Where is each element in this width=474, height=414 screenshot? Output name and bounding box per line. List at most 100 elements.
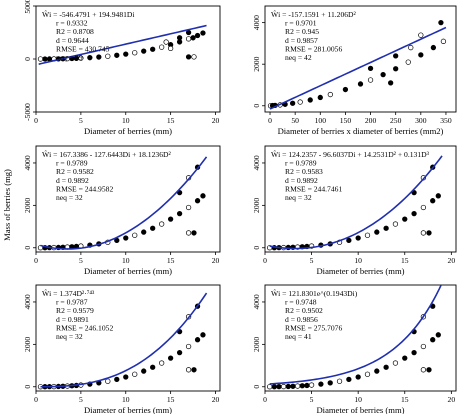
data-point (374, 368, 380, 374)
fit-equation: Ŵi = 1.374D²·⁷⁴³ (42, 288, 95, 298)
y-tick-label: 0 (252, 246, 261, 250)
fitted-curve (40, 292, 208, 388)
fit-equation: Ŵi = 124.2357 - 96.6037Di + 14.2531D² + … (271, 149, 430, 159)
plot-frame (264, 5, 457, 113)
data-point (141, 48, 147, 54)
data-point (440, 38, 447, 44)
x-axis-label: Diameter of berries (mm) (316, 405, 404, 414)
data-point (167, 355, 174, 361)
fit-statistic: neq = 99 (56, 53, 83, 62)
fit-statistic: RMSE = 430.745 (56, 44, 110, 53)
data-point (307, 97, 313, 103)
data-point (114, 52, 120, 58)
x-tick-label: 350 (440, 116, 452, 125)
data-point (383, 364, 389, 370)
chart-panel-3: 0 5 10 15 20 0 2000 4000 Diameter of berries (mm… (23, 145, 221, 276)
data-point (159, 360, 165, 366)
data-point (392, 221, 399, 227)
data-point (42, 56, 48, 62)
fitted-curve (40, 156, 208, 250)
data-point (426, 230, 432, 236)
y-tick-label: 4000 (252, 155, 261, 170)
y-tick-label: 4000 (252, 294, 261, 309)
x-axis-label: Diameter of berries x diameter of berrie… (278, 126, 444, 136)
data-point (346, 237, 352, 243)
fit-statistic: d = 0.9856 (285, 315, 318, 324)
x-tick-label: 5 (79, 256, 83, 265)
x-tick-label: 20 (448, 256, 456, 265)
x-tick-label: 20 (212, 256, 220, 265)
fitted-curve (38, 24, 207, 65)
data-point (367, 65, 374, 71)
fitted-curve (269, 26, 447, 110)
fit-statistic: RMSE = 244.9582 (56, 184, 113, 193)
fit-equation: Ŵi = 121.8301e^(0.1943Di) (271, 288, 358, 298)
fit-statistic: RMSE = 275.7076 (285, 323, 342, 332)
data-point (159, 221, 165, 227)
x-tick-label: 0 (263, 256, 267, 265)
chart-panel-4: 0 5 10 15 20 0 2000 4000 Diameter of berries (mm… (252, 145, 457, 276)
data-point (438, 19, 444, 26)
data-point (430, 337, 436, 343)
chart-panel-6: 0 5 10 15 20 0 2000 4000 Diameter of berries (mm… (252, 284, 457, 414)
data-point (420, 204, 427, 211)
data-point (271, 384, 277, 390)
fit-statistic: RMSE = 244.7461 (285, 184, 342, 193)
data-point (392, 360, 399, 366)
y-tick-label: 2000 (252, 56, 261, 71)
y-tick-label: 4000 (252, 15, 261, 30)
data-point (167, 45, 174, 52)
data-point (191, 367, 197, 373)
data-point (37, 56, 44, 62)
fit-statistic: d = 0.9857 (285, 36, 318, 45)
fit-equation: Ŵi = -546.4791 + 194.9481Di (42, 9, 135, 19)
data-point (430, 44, 437, 51)
data-point (163, 39, 169, 45)
data-point (141, 368, 147, 374)
data-point (190, 35, 196, 41)
x-tick-label: 20 (212, 395, 220, 404)
data-point (267, 384, 273, 390)
data-point (393, 53, 399, 59)
data-point (418, 32, 424, 38)
x-tick-label: 10 (122, 116, 130, 125)
data-point (176, 35, 183, 41)
x-tick-label: 15 (401, 256, 409, 265)
data-point (280, 383, 287, 390)
x-tick-label: 100 (315, 116, 327, 125)
fit-equation: Ŵi = -157.1591 + 11.206D² (271, 9, 357, 19)
data-point (367, 77, 374, 83)
data-point (327, 380, 333, 386)
y-tick-label: 0 (23, 246, 32, 250)
x-tick-label: 50 (291, 116, 299, 125)
chart-panel-5: 0 5 10 15 20 0 2000 4000 Diameter of berries (mm… (23, 284, 221, 414)
plot-frame (264, 284, 457, 392)
x-tick-label: 0 (34, 256, 38, 265)
x-tick-label: 300 (415, 116, 427, 125)
data-point (294, 383, 301, 389)
x-tick-label: 250 (390, 116, 402, 125)
x-axis-label: Diameter of berries (mm) (84, 126, 172, 136)
data-point (285, 383, 291, 390)
data-point (132, 50, 138, 56)
data-point (435, 193, 441, 199)
data-point (342, 86, 349, 93)
y-tick-label: 4000 (23, 294, 32, 309)
fit-statistic: R2 = 0.945 (285, 27, 319, 36)
x-tick-label: 15 (401, 395, 409, 404)
fit-statistic: R2 = 0.9582 (56, 167, 94, 176)
fit-statistic: R2 = 0.8708 (56, 27, 94, 36)
y-tick-label: 0 (252, 104, 261, 108)
data-point (290, 383, 296, 389)
y-tick-label: 2000 (23, 337, 32, 352)
x-tick-label: 0 (34, 116, 38, 125)
fit-statistic: R2 = 0.9502 (285, 306, 323, 315)
data-point (132, 371, 138, 377)
x-axis-label: Diameter of berries (mm) (84, 266, 172, 276)
data-point (185, 54, 192, 60)
fit-statistic: R2 = 0.9579 (56, 306, 94, 315)
fit-statistic: r = 0.9789 (56, 159, 88, 168)
x-tick-label: 0 (263, 395, 267, 404)
